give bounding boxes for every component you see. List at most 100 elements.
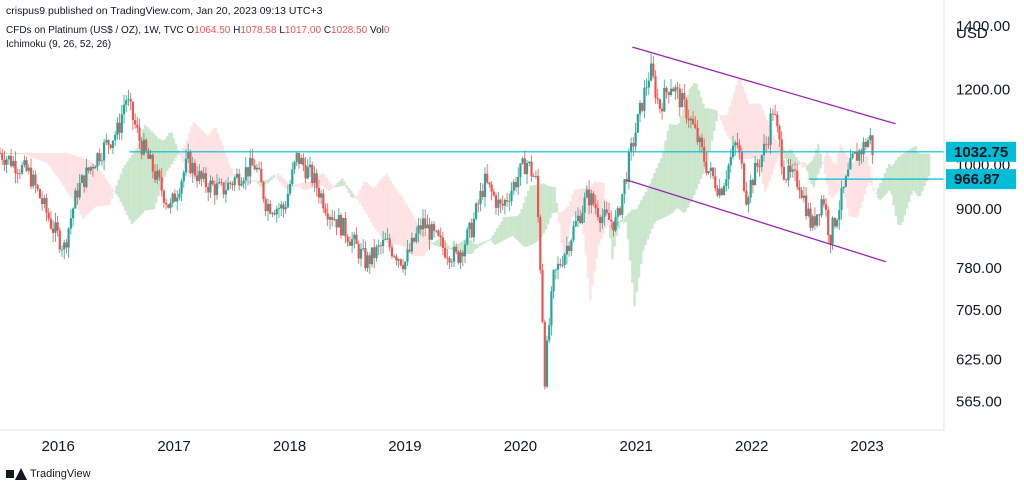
candle: [189, 149, 192, 175]
candle: [842, 186, 845, 194]
candle: [738, 139, 741, 160]
candle: [258, 161, 261, 171]
candle: [864, 138, 867, 151]
x-tick-label: 2019: [388, 438, 421, 455]
candle: [54, 212, 57, 242]
candle: [448, 256, 451, 269]
candle: [840, 180, 843, 220]
candle: [714, 167, 717, 192]
candle: [308, 156, 312, 177]
channel-lower-line[interactable]: [626, 179, 886, 263]
candle: [173, 189, 176, 202]
candle: [91, 163, 95, 177]
candle: [636, 113, 639, 133]
candle: [550, 286, 553, 336]
candle: [740, 147, 743, 169]
candle: [105, 133, 108, 146]
candle: [800, 187, 803, 199]
candle: [306, 159, 309, 180]
footer-brand[interactable]: TradingView: [6, 468, 91, 480]
candle: [167, 204, 170, 209]
candle: [572, 220, 575, 243]
candle: [304, 157, 307, 183]
candle: [12, 155, 15, 168]
candle: [455, 243, 458, 255]
candle: [435, 229, 438, 233]
candle: [619, 205, 622, 217]
candle: [100, 152, 103, 166]
candle: [802, 186, 805, 203]
candle: [69, 209, 72, 235]
candle: [734, 140, 737, 156]
time-axis: 2016 2017 2018 2019 2020 2021 2022 2023: [42, 438, 884, 455]
candle: [215, 173, 219, 200]
candle: [56, 215, 59, 237]
currency-label: USD: [956, 25, 988, 42]
candle: [25, 156, 28, 173]
candle: [156, 164, 159, 184]
candle: [785, 178, 788, 184]
candle: [459, 249, 462, 269]
candle: [510, 182, 513, 206]
candle: [656, 88, 659, 105]
candle: [184, 149, 188, 177]
candle: [417, 218, 420, 243]
candle: [266, 198, 270, 221]
candle: [399, 258, 402, 267]
candle: [118, 113, 121, 140]
candle: [280, 200, 283, 216]
candle: [187, 143, 190, 163]
channel-upper-line[interactable]: [632, 46, 896, 125]
candle: [277, 203, 281, 218]
candle: [654, 70, 657, 104]
candle: [147, 147, 150, 159]
candle: [519, 163, 522, 186]
candle: [559, 258, 562, 268]
candle: [339, 213, 343, 239]
candle: [211, 176, 214, 186]
candle: [107, 139, 110, 154]
candle: [182, 170, 185, 188]
candle: [743, 162, 746, 193]
candle: [610, 210, 613, 229]
candle: [138, 118, 141, 149]
candle: [406, 240, 409, 266]
candle: [63, 239, 66, 260]
candle: [94, 165, 97, 169]
candle: [709, 161, 712, 179]
candle: [816, 214, 819, 228]
candle: [463, 240, 467, 264]
candle: [694, 116, 697, 130]
candle: [703, 138, 706, 167]
candle: [162, 189, 165, 208]
candle: [286, 184, 289, 209]
candle: [747, 195, 750, 213]
candle: [45, 193, 48, 222]
candle: [523, 150, 526, 175]
candle: [207, 183, 210, 202]
candle: [98, 148, 101, 166]
candle: [678, 83, 681, 117]
candle: [284, 200, 287, 214]
candle: [116, 117, 119, 140]
candle: [490, 180, 493, 201]
candle: [373, 238, 376, 269]
candle: [754, 156, 757, 186]
candle: [67, 227, 70, 258]
candle: [813, 207, 816, 231]
candle: [506, 192, 509, 207]
candle: [836, 218, 839, 229]
candle: [204, 167, 207, 193]
candle: [136, 116, 139, 133]
candle: [517, 167, 520, 195]
ohlc-high: H1078.58: [233, 25, 277, 36]
candle: [539, 214, 542, 274]
candle: [213, 180, 216, 205]
ohlc-volume: Vol0: [369, 25, 390, 36]
candle: [10, 148, 13, 168]
candle: [242, 177, 245, 189]
candle: [811, 214, 814, 231]
candle: [685, 97, 688, 124]
candle: [521, 156, 524, 165]
candle: [262, 180, 265, 203]
